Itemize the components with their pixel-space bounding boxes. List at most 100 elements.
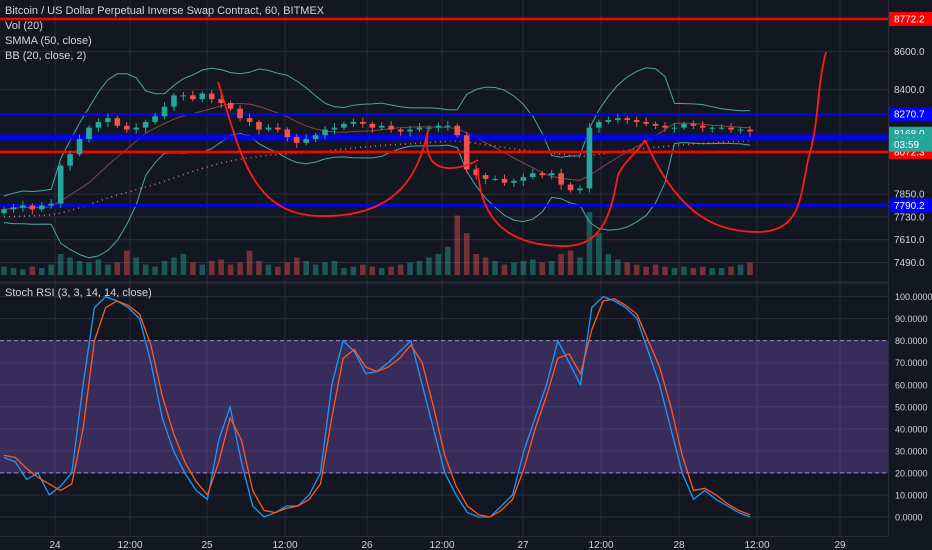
x-tick-label: 12:00 — [272, 540, 297, 550]
volume-bar — [388, 266, 394, 275]
volume-bar — [699, 266, 706, 275]
candle-body — [341, 123, 347, 128]
candle-body — [605, 120, 612, 122]
candle-body — [558, 173, 564, 185]
time-scale[interactable]: 24 12:00 25 12:00 26 12:00 27 12:00 28 12:00 29 — [49, 540, 846, 550]
legend-stoch-rsi[interactable]: Stoch RSI (3, 3, 14, 14, close) — [5, 287, 152, 299]
stoch-tick-label: 60.0000 — [895, 380, 928, 390]
stoch-d-line — [3, 298, 751, 518]
stoch-tick-label: 50.0000 — [895, 402, 928, 412]
legend-smma[interactable]: SMMA (50, close) — [5, 35, 92, 47]
candle-body — [303, 139, 309, 143]
volume-bar — [520, 261, 527, 275]
volume-bar — [709, 268, 716, 275]
volume-bar — [378, 268, 385, 275]
x-tick-label: 12:00 — [588, 540, 613, 550]
volume-bar — [57, 254, 64, 275]
volume-bar — [360, 264, 366, 275]
volume-bar — [152, 266, 158, 275]
legend-symbol[interactable]: Bitcoin / US Dollar Perpetual Inverse Sw… — [5, 5, 325, 17]
stoch-tick-label: 40.0000 — [895, 424, 928, 434]
volume-bar — [501, 264, 508, 275]
candle-body — [105, 118, 111, 122]
candle-body — [548, 173, 555, 176]
candle-body — [57, 165, 64, 204]
volume-bar — [463, 233, 470, 275]
candle-body — [246, 118, 253, 122]
stoch-rsi-pane[interactable] — [0, 295, 888, 518]
candle-body — [208, 93, 215, 100]
volume-bar — [492, 261, 498, 275]
volume-bar — [416, 261, 423, 275]
volume-bar — [190, 262, 196, 275]
volume-bar — [369, 266, 376, 275]
candle-body — [123, 125, 130, 130]
x-tick-label: 12:00 — [744, 540, 769, 550]
volume-bar — [275, 266, 281, 275]
candle-body — [190, 95, 196, 100]
candle-body — [728, 127, 734, 130]
volume-bar — [643, 266, 649, 275]
candle-body — [312, 135, 319, 140]
candle-body — [747, 129, 753, 132]
annotation-curve — [217, 81, 429, 217]
stoch-rsi-scale[interactable]: 100.0000 90.0000 80.0000 70.0000 60.0000 50.0… — [895, 292, 932, 522]
legend-volume[interactable]: Vol (20) — [5, 20, 43, 32]
price-level-tag — [889, 11, 932, 26]
candle-body — [426, 127, 432, 129]
volume-bar — [530, 259, 536, 275]
candle-body — [171, 95, 177, 107]
price-pane[interactable] — [0, 17, 888, 275]
price-tick-label: 7850.0 — [894, 190, 925, 201]
price-scale[interactable]: 8600.0 8400.0 7850.0 7730.0 7610.0 7490.0 8772… — [889, 11, 932, 269]
candle-body — [530, 173, 536, 178]
candle-body — [133, 127, 140, 130]
legend-bollinger[interactable]: BB (20, close, 2) — [5, 50, 87, 62]
candle-body — [577, 188, 583, 191]
volume-bar — [86, 262, 92, 275]
candle-body — [378, 125, 385, 128]
candle-body — [76, 139, 83, 155]
candle-body — [293, 137, 300, 143]
candle-body — [10, 207, 17, 210]
candle-body — [662, 125, 668, 128]
candle-body — [350, 121, 357, 124]
candle-body — [369, 123, 376, 128]
volume-bar — [407, 262, 413, 275]
price-label-tag — [889, 137, 932, 152]
bollinger-upper-line — [3, 67, 751, 197]
stoch-tick-label: 30.0000 — [895, 446, 928, 456]
candle-body — [737, 129, 744, 131]
annotation-curve — [477, 167, 619, 247]
candle-body — [454, 125, 461, 136]
candle-body — [256, 121, 262, 130]
x-tick-label: 25 — [201, 540, 213, 550]
candle-body — [407, 129, 413, 132]
annotation-curve — [617, 139, 646, 176]
candle-body — [38, 205, 45, 210]
volume-bar — [218, 259, 224, 275]
price-tick-label: 7610.0 — [894, 235, 925, 246]
candle-body — [709, 127, 716, 129]
candle-body — [435, 125, 442, 128]
volume-bar — [1, 266, 7, 275]
x-tick-label: 12:00 — [117, 540, 142, 550]
volume-bar — [605, 254, 612, 275]
price-tick-label: 7490.0 — [894, 258, 925, 269]
candle-body — [718, 127, 725, 129]
candle-body — [388, 125, 394, 130]
volume-bar — [577, 257, 583, 275]
candle-body — [265, 127, 272, 130]
volume-bar — [397, 264, 404, 275]
main-legend: Bitcoin / US Dollar Perpetual Inverse Sw… — [5, 4, 324, 64]
candle-body — [114, 118, 121, 126]
price-level-label: 7790.2 — [894, 201, 925, 212]
candle-body — [539, 173, 546, 176]
stoch-legend: Stoch RSI (3, 3, 14, 14, close) — [5, 286, 152, 301]
price-tick-label: 8600.0 — [894, 47, 925, 58]
volume-bar — [227, 264, 234, 275]
volume-bar — [614, 259, 621, 275]
volume-bar — [331, 261, 338, 275]
candle-body — [86, 127, 92, 140]
